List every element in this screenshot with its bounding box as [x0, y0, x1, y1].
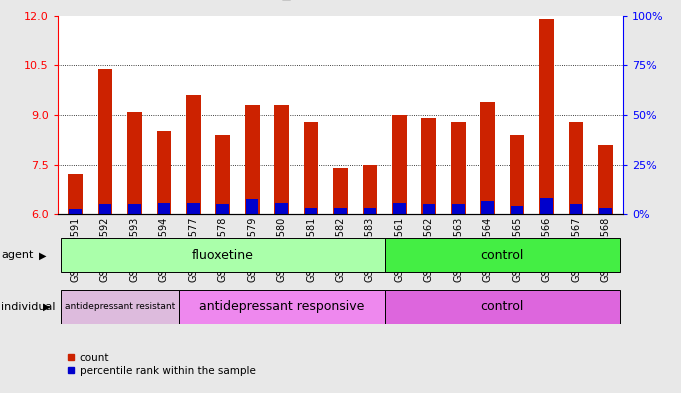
Bar	[61, 239, 385, 272]
Bar	[451, 121, 466, 214]
Bar	[245, 105, 259, 214]
Bar	[393, 203, 406, 214]
Bar	[481, 201, 494, 214]
Text: antidepressant resistant: antidepressant resistant	[65, 302, 175, 311]
Text: ▶: ▶	[39, 250, 46, 261]
Bar	[217, 204, 229, 214]
Bar	[68, 174, 83, 214]
Bar	[569, 121, 584, 214]
Bar	[540, 198, 553, 214]
Bar	[539, 19, 554, 214]
Bar	[157, 203, 170, 214]
Legend: count, percentile rank within the sample: count, percentile rank within the sample	[63, 349, 260, 380]
Bar	[99, 204, 111, 214]
Bar	[392, 115, 407, 214]
Bar	[128, 204, 141, 214]
Bar	[510, 135, 524, 214]
Text: ▶: ▶	[43, 301, 50, 312]
Bar	[599, 208, 612, 214]
Bar	[178, 290, 385, 323]
Bar	[511, 206, 524, 214]
Bar	[334, 208, 347, 214]
Bar	[452, 204, 464, 214]
Text: fluoxetine: fluoxetine	[192, 249, 254, 262]
Bar	[304, 121, 319, 214]
Bar	[97, 69, 112, 214]
Text: agent: agent	[1, 250, 34, 261]
Bar	[480, 102, 495, 214]
Bar	[274, 105, 289, 214]
Bar	[570, 204, 582, 214]
Bar	[423, 204, 435, 214]
Bar	[305, 208, 317, 214]
Bar	[598, 145, 613, 214]
Bar	[127, 112, 142, 214]
Bar	[215, 135, 230, 214]
Text: control: control	[481, 300, 524, 313]
Bar	[333, 168, 348, 214]
Bar	[186, 95, 201, 214]
Bar	[187, 203, 200, 214]
Bar	[69, 209, 82, 214]
Bar	[385, 290, 620, 323]
Bar	[364, 208, 376, 214]
Bar	[61, 290, 178, 323]
Bar	[275, 203, 288, 214]
Text: antidepressant responsive: antidepressant responsive	[199, 300, 364, 313]
Text: control: control	[481, 249, 524, 262]
Text: individual: individual	[1, 301, 56, 312]
Bar	[422, 118, 436, 214]
Bar	[362, 165, 377, 214]
Bar	[157, 132, 171, 214]
Bar	[246, 199, 258, 214]
Bar	[385, 239, 620, 272]
